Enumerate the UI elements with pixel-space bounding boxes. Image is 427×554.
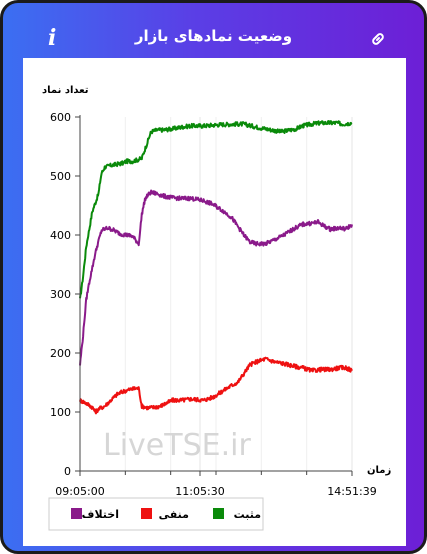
header: i وضعیت نمادهای بازار bbox=[3, 3, 424, 61]
chart-panel: تعداد نماد زمان 0 100 200 300 400 500 600 09:0… bbox=[23, 58, 406, 546]
series-line-1 bbox=[79, 356, 353, 415]
legend-swatch[interactable] bbox=[71, 508, 82, 519]
legend-label[interactable]: مثبت bbox=[234, 508, 261, 521]
y-tick-label: 100 bbox=[50, 406, 71, 419]
y-tick-label: 600 bbox=[50, 111, 71, 124]
info-icon[interactable]: i bbox=[48, 25, 57, 51]
x-ticks: 09:05:00 11:05:30 14:51:39 bbox=[55, 471, 377, 498]
x-tick-label: 11:05:30 bbox=[175, 485, 224, 498]
x-tick-label: 09:05:00 bbox=[55, 485, 104, 498]
legend bbox=[48, 497, 264, 531]
link-icon[interactable] bbox=[370, 31, 386, 51]
series-line-0 bbox=[79, 120, 353, 299]
legend-swatch[interactable] bbox=[213, 508, 224, 519]
y-tick-label: 500 bbox=[50, 170, 71, 183]
x-tick-label: 14:51:39 bbox=[327, 485, 376, 498]
legend-label[interactable]: منفی bbox=[159, 508, 189, 521]
grid bbox=[79, 117, 353, 471]
watermark: LiveTSE.ir bbox=[103, 428, 251, 463]
y-tick-label: 200 bbox=[50, 347, 71, 360]
legend-swatch[interactable] bbox=[141, 508, 152, 519]
chart: تعداد نماد زمان 0 100 200 300 400 500 600 09:0… bbox=[42, 85, 391, 531]
y-tick-label: 300 bbox=[50, 288, 71, 301]
legend-items: مثبت منفی اختلاف bbox=[71, 508, 261, 521]
y-tick-label: 0 bbox=[64, 465, 71, 478]
page-title: وضعیت نمادهای بازار bbox=[134, 27, 293, 45]
y-ticks: 0 100 200 300 400 500 600 bbox=[50, 111, 80, 478]
series-lines bbox=[79, 120, 353, 415]
series-line-2 bbox=[79, 189, 353, 366]
y-axis-label: تعداد نماد bbox=[42, 85, 89, 96]
y-tick-label: 400 bbox=[50, 229, 71, 242]
x-axis-label: زمان bbox=[367, 465, 391, 476]
legend-label[interactable]: اختلاف bbox=[82, 508, 119, 521]
